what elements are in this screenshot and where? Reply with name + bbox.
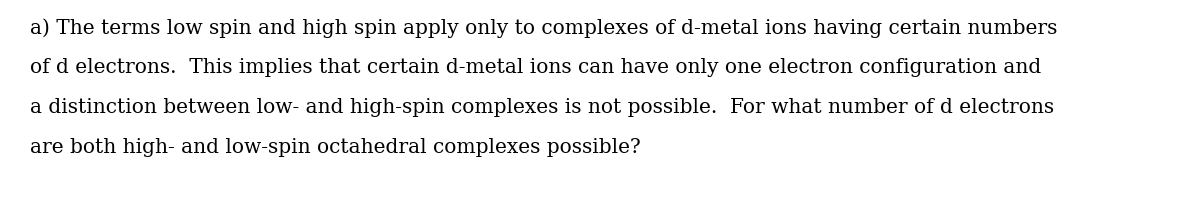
Text: a) The terms low spin and high spin apply only to complexes of d-metal ions havi: a) The terms low spin and high spin appl… xyxy=(30,18,1057,37)
Text: are both high- and low-spin octahedral complexes possible?: are both high- and low-spin octahedral c… xyxy=(30,137,641,156)
Text: of d electrons.  This implies that certain d-metal ions can have only one electr: of d electrons. This implies that certai… xyxy=(30,58,1042,77)
Text: a distinction between low- and high-spin complexes is not possible.  For what nu: a distinction between low- and high-spin… xyxy=(30,98,1054,116)
